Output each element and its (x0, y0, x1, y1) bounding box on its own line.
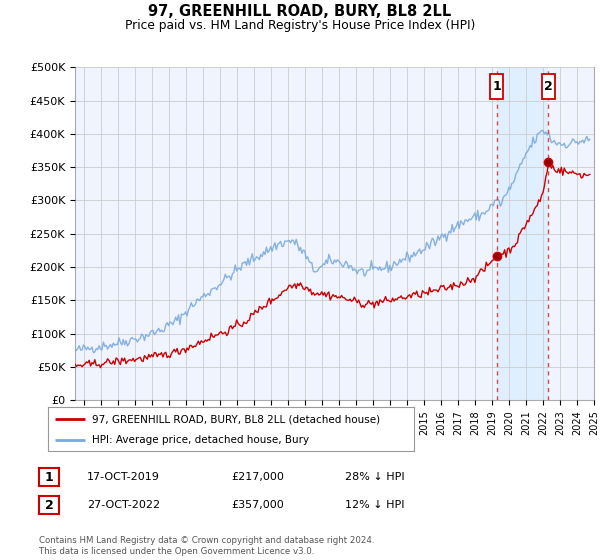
Text: 1: 1 (45, 470, 53, 484)
Bar (490, 74, 503, 99)
Text: Price paid vs. HM Land Registry's House Price Index (HPI): Price paid vs. HM Land Registry's House … (125, 19, 475, 32)
Text: 97, GREENHILL ROAD, BURY, BL8 2LL: 97, GREENHILL ROAD, BURY, BL8 2LL (148, 4, 452, 19)
Text: 27-OCT-2022: 27-OCT-2022 (87, 500, 160, 510)
Text: 97, GREENHILL ROAD, BURY, BL8 2LL (detached house): 97, GREENHILL ROAD, BURY, BL8 2LL (detac… (92, 414, 380, 424)
Text: 12% ↓ HPI: 12% ↓ HPI (345, 500, 404, 510)
Text: 17-OCT-2019: 17-OCT-2019 (87, 472, 160, 482)
Text: 2: 2 (45, 498, 53, 512)
Text: Contains HM Land Registry data © Crown copyright and database right 2024.
This d: Contains HM Land Registry data © Crown c… (39, 536, 374, 556)
Text: 28% ↓ HPI: 28% ↓ HPI (345, 472, 404, 482)
Text: 2: 2 (544, 80, 553, 93)
Text: 1: 1 (493, 80, 501, 93)
Text: HPI: Average price, detached house, Bury: HPI: Average price, detached house, Bury (92, 435, 309, 445)
Text: £357,000: £357,000 (231, 500, 284, 510)
Bar (542, 74, 555, 99)
Bar (497, 67, 548, 400)
Text: £217,000: £217,000 (231, 472, 284, 482)
